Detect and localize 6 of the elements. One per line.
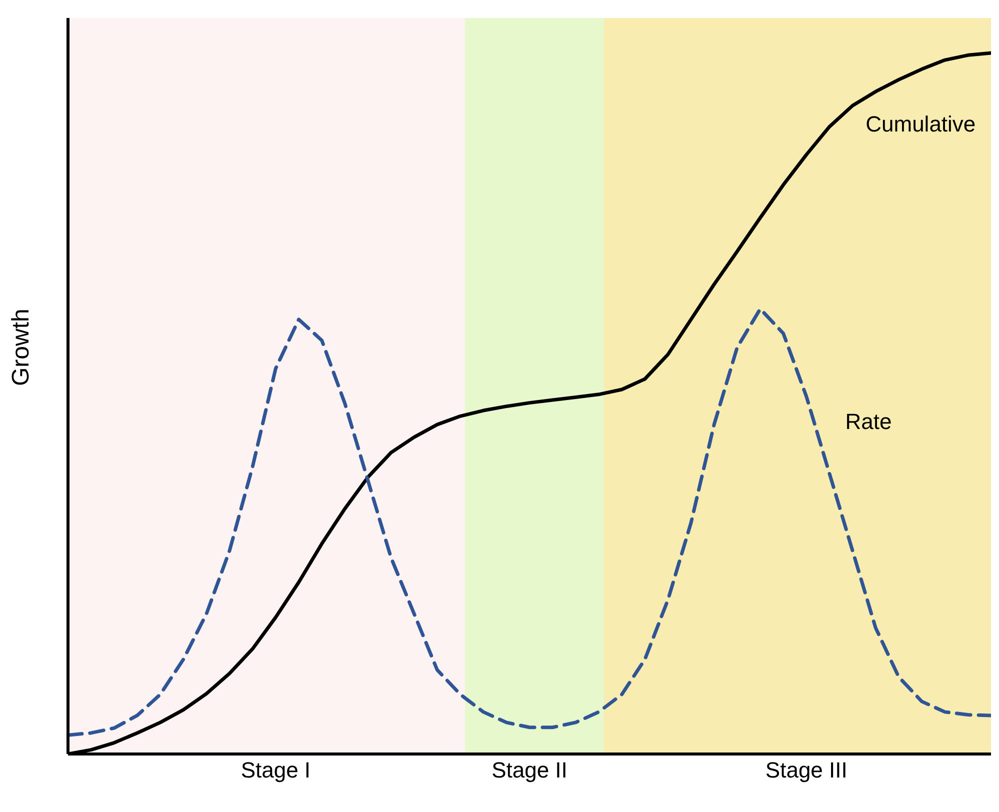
x-tick-label: Stage I: [240, 758, 311, 783]
series-label: Cumulative: [866, 112, 976, 137]
x-tick-label: Stage II: [492, 758, 568, 783]
y-axis-title: Growth: [8, 308, 35, 386]
series-label: Rate: [845, 408, 892, 434]
x-tick-label: Stage III: [765, 758, 848, 783]
